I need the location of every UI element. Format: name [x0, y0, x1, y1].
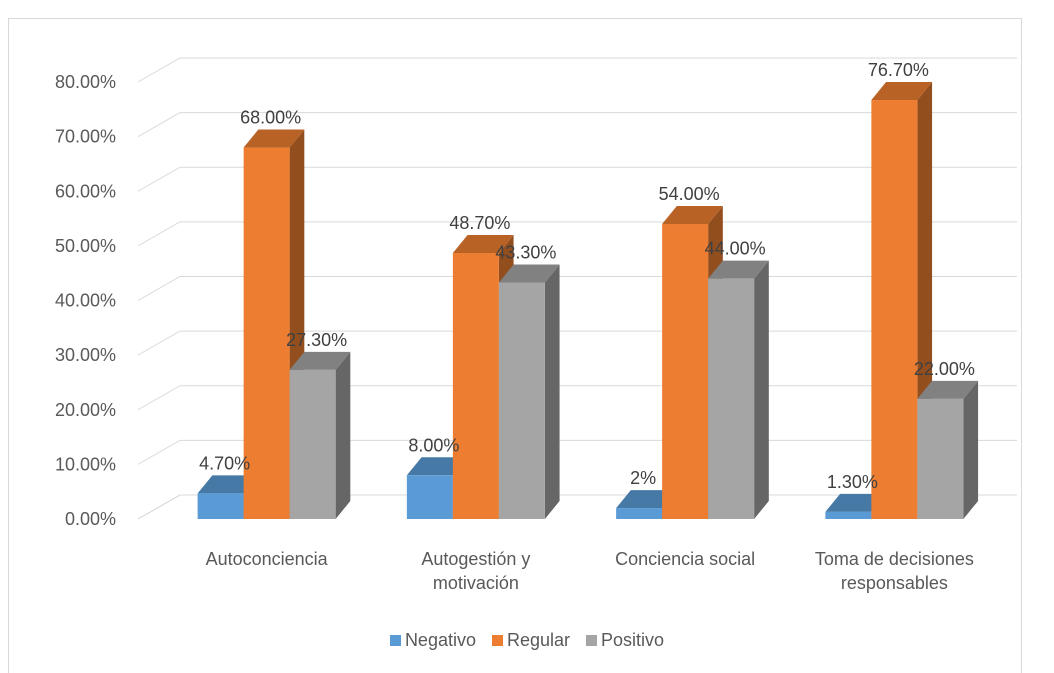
data-label: 22.00%	[914, 359, 975, 379]
data-label: 48.70%	[449, 213, 510, 233]
bar-front	[917, 398, 964, 519]
data-label: 43.30%	[495, 242, 556, 262]
bars	[197, 82, 979, 520]
data-label: 4.70%	[199, 453, 250, 473]
data-label: 1.30%	[827, 472, 878, 492]
data-label: 2%	[630, 468, 656, 488]
legend-label-1: Regular	[506, 630, 571, 650]
bar-top	[498, 264, 560, 283]
data-labels: 4.70% 68.00% 27.30% 8.00% 48.70% 43.30% 2% 54.0…	[199, 60, 975, 492]
bar-front	[243, 147, 290, 520]
y-tick-label: 70.00%	[55, 127, 116, 147]
bar-top	[197, 475, 259, 494]
gridline	[137, 166, 1017, 192]
legend-item-2: Positivo	[586, 630, 664, 651]
gridline	[137, 57, 1017, 83]
bar-regular-0	[243, 129, 305, 520]
bar-top	[662, 206, 723, 225]
legend-swatch-2	[586, 635, 598, 646]
bar-top	[871, 82, 933, 101]
bar-positivo-2	[708, 260, 769, 519]
data-label: 76.70%	[868, 60, 929, 80]
bar-front	[662, 224, 709, 519]
legend-item-1: Regular	[491, 630, 571, 651]
gridline	[137, 112, 1017, 138]
y-tick-label: 30.00%	[55, 345, 116, 365]
bar-front	[452, 252, 499, 519]
category-label-line: Toma de decisiones	[815, 549, 974, 569]
bar-side	[335, 351, 351, 519]
bar-top	[289, 351, 351, 370]
y-axis-ticks: 0.00% 10.00% 20.00% 30.00% 40.00% 50.00% 60.00…	[55, 72, 116, 529]
bar-front	[708, 278, 755, 519]
category-label: Autogestión y motivación	[421, 549, 530, 593]
bar-top	[452, 234, 514, 253]
category-label: Toma de decisiones responsables	[815, 549, 974, 593]
category-label-line: motivación	[433, 573, 519, 593]
bar-front	[871, 100, 918, 520]
bar-side	[544, 264, 560, 519]
bar-positivo-3	[917, 380, 979, 519]
y-tick-label: 0.00%	[65, 509, 116, 529]
y-tick-label: 10.00%	[55, 454, 116, 474]
bar-front	[289, 369, 336, 519]
legend: Negativo Regular Positivo	[0, 630, 1054, 651]
bar-top	[243, 129, 305, 148]
y-tick-label: 40.00%	[55, 291, 116, 311]
category-labels: Autoconciencia Autogestión y motivación Con…	[206, 549, 974, 593]
bar-top	[917, 380, 979, 399]
category-label-line: responsables	[841, 573, 948, 593]
category-label-line: Autoconciencia	[206, 549, 329, 569]
bar-front	[197, 493, 244, 519]
data-label: 68.00%	[240, 108, 301, 128]
legend-item-0: Negativo	[389, 630, 476, 651]
legend-label-0: Negativo	[404, 630, 476, 650]
bar-side	[963, 380, 979, 519]
data-label: 8.00%	[408, 435, 459, 455]
legend-swatch-1	[491, 635, 503, 646]
bar-front	[406, 475, 453, 519]
bar-positivo-0	[289, 351, 351, 519]
category-label: Conciencia social	[615, 549, 755, 569]
bar-top	[406, 457, 468, 476]
bar-top	[825, 493, 887, 512]
data-label: 44.00%	[705, 239, 766, 259]
y-tick-label: 50.00%	[55, 236, 116, 256]
data-label: 54.00%	[659, 184, 720, 204]
bar-top	[708, 260, 769, 279]
y-tick-label: 60.00%	[55, 181, 116, 201]
category-label-line: Autogestión y	[421, 549, 530, 569]
bar-top	[616, 490, 677, 509]
bar-front	[825, 511, 872, 519]
legend-swatch-0	[389, 635, 401, 646]
category-label-line: Conciencia social	[615, 549, 755, 569]
y-tick-label: 20.00%	[55, 400, 116, 420]
legend-label-2: Positivo	[601, 630, 665, 650]
data-label: 27.30%	[286, 330, 347, 350]
bar-front	[498, 282, 545, 519]
bar-positivo-1	[498, 264, 560, 519]
y-tick-label: 80.00%	[55, 72, 116, 92]
bar-side	[754, 260, 769, 519]
category-label: Autoconciencia	[206, 549, 329, 569]
gridline	[137, 221, 1017, 247]
bar-front	[616, 508, 663, 519]
